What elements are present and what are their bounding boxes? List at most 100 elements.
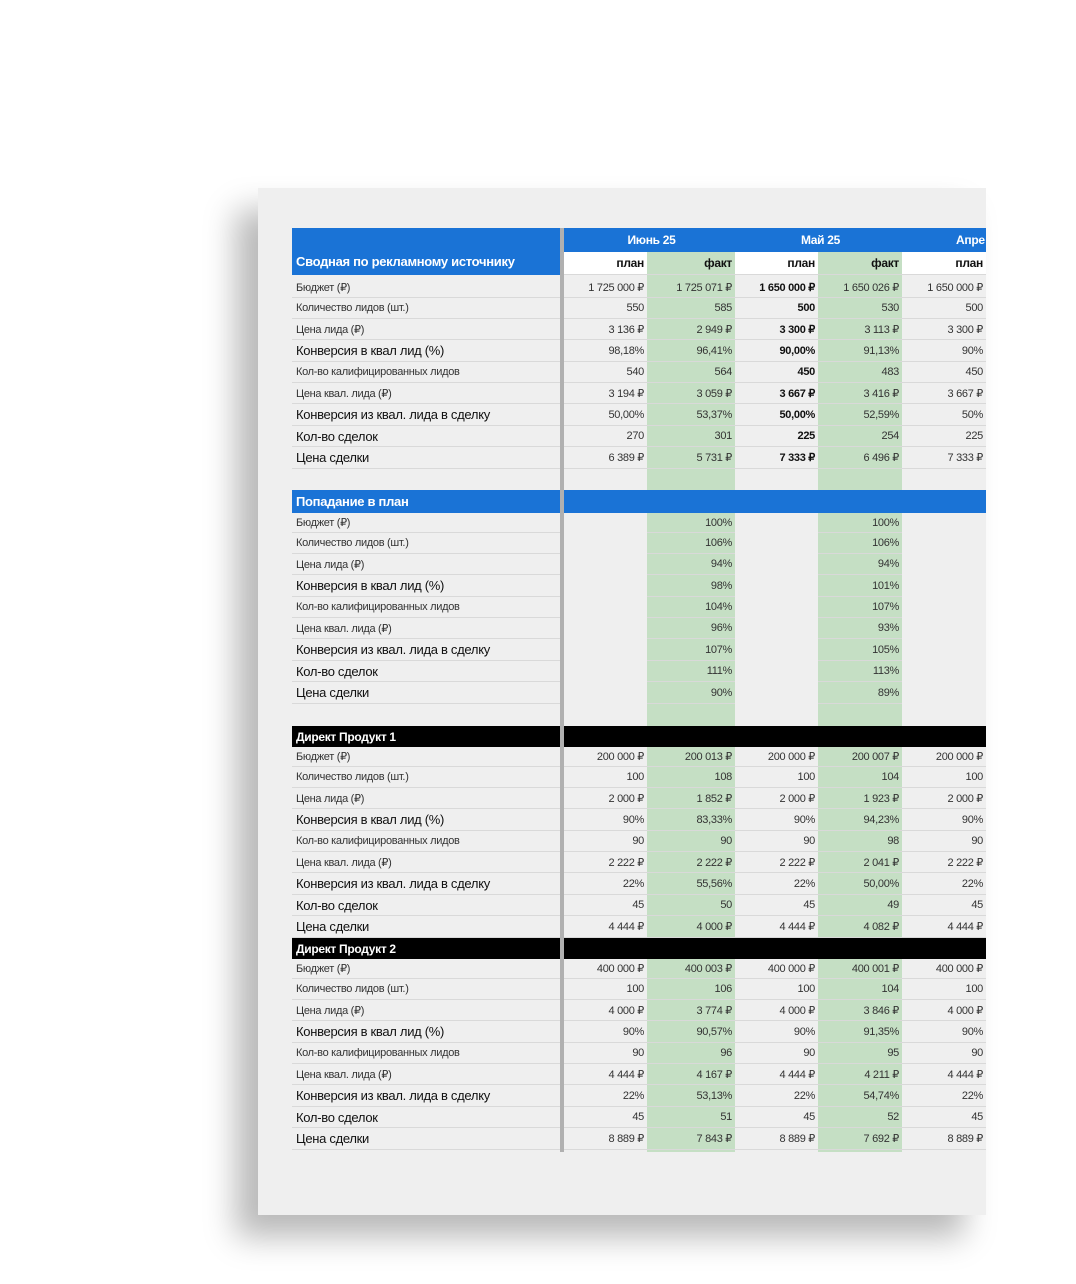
cell-value: 106% bbox=[818, 533, 902, 554]
cell-value: 4 444 ₽ bbox=[564, 1064, 647, 1085]
cell-value: 2 222 ₽ bbox=[902, 852, 986, 873]
cell-value: 585 bbox=[647, 298, 735, 319]
cell-value: 225 bbox=[902, 426, 986, 447]
cell-value: 101% bbox=[818, 575, 902, 597]
cell-value: 111% bbox=[647, 661, 735, 682]
row-label: Бюджет (₽) bbox=[292, 747, 560, 767]
cell-value: 104 bbox=[818, 767, 902, 788]
cell-value: 95 bbox=[818, 1043, 902, 1064]
cell-value: 90% bbox=[564, 809, 647, 831]
cell-value: 90 bbox=[647, 831, 735, 852]
cell-value: 106% bbox=[647, 533, 735, 554]
cell-value: 107% bbox=[818, 597, 902, 618]
cell-value: 4 000 ₽ bbox=[735, 1000, 818, 1021]
row-label: Конверсия из квал. лида в сделку bbox=[292, 404, 560, 426]
cell-value: 3 300 ₽ bbox=[902, 319, 986, 340]
fact-column-bg bbox=[818, 252, 902, 1152]
row-label: Конверсия из квал. лида в сделку bbox=[292, 639, 560, 661]
cell-value: 104 bbox=[818, 979, 902, 1000]
cell-value: 3 416 ₽ bbox=[818, 383, 902, 404]
cell-value: 53,37% bbox=[647, 404, 735, 426]
cell-value: 2 222 ₽ bbox=[647, 852, 735, 873]
cell-value: 4 444 ₽ bbox=[902, 916, 986, 938]
cell-value: 93% bbox=[818, 618, 902, 639]
cell-value: 2 000 ₽ bbox=[735, 788, 818, 809]
cell-value: 53,13% bbox=[647, 1085, 735, 1107]
cell-value: 3 846 ₽ bbox=[818, 1000, 902, 1021]
cell-value: 3 667 ₽ bbox=[902, 383, 986, 404]
row-label: Цена сделки bbox=[292, 1128, 560, 1150]
cell-value: 52,59% bbox=[818, 404, 902, 426]
cell-value: 7 333 ₽ bbox=[902, 447, 986, 469]
row-label: Количество лидов (шт.) bbox=[292, 979, 560, 1000]
row-label: Цена сделки bbox=[292, 447, 560, 469]
cell-value: 50,00% bbox=[818, 873, 902, 895]
row-label: Цена лида (₽) bbox=[292, 1000, 560, 1021]
spreadsheet-sheet: Сводная по рекламному источнику Июнь 25 Ма… bbox=[258, 188, 986, 1215]
subheader: план bbox=[564, 252, 647, 275]
cell-value: 254 bbox=[818, 426, 902, 447]
fact-column-bg bbox=[647, 252, 735, 1152]
cell-value: 96 bbox=[647, 1043, 735, 1064]
row-label: Количество лидов (шт.) bbox=[292, 533, 560, 554]
cell-value: 530 bbox=[818, 298, 902, 319]
cell-value: 90% bbox=[902, 1021, 986, 1043]
cell-value: 90 bbox=[735, 831, 818, 852]
cell-value: 90% bbox=[902, 340, 986, 362]
row-label: Конверсия из квал. лида в сделку bbox=[292, 1085, 560, 1107]
cell-value: 96% bbox=[647, 618, 735, 639]
cell-value: 3 194 ₽ bbox=[564, 383, 647, 404]
row-label: Конверсия в квал лид (%) bbox=[292, 575, 560, 597]
cell-value: 91,13% bbox=[818, 340, 902, 362]
month-header: Апре bbox=[902, 228, 986, 252]
cell-value: 91,35% bbox=[818, 1021, 902, 1043]
row-label: Кол-во сделок bbox=[292, 895, 560, 916]
cell-value: 2 000 ₽ bbox=[902, 788, 986, 809]
cell-value: 3 300 ₽ bbox=[735, 319, 818, 340]
cell-value: 98 bbox=[818, 831, 902, 852]
row-label: Цена сделки bbox=[292, 682, 560, 704]
cell-value: 2 222 ₽ bbox=[735, 852, 818, 873]
section-bar: Попадание в план bbox=[292, 490, 560, 513]
cell-value: 1 650 000 ₽ bbox=[735, 278, 818, 298]
row-label: Конверсия из квал. лида в сделку bbox=[292, 873, 560, 895]
cell-value: 90,00% bbox=[735, 340, 818, 362]
section-bar-fill bbox=[564, 726, 986, 747]
row-label: Бюджет (₽) bbox=[292, 278, 560, 298]
subheader: факт bbox=[818, 252, 902, 275]
row-label: Цена квал. лида (₽) bbox=[292, 1064, 560, 1085]
cell-value: 51 bbox=[647, 1107, 735, 1128]
cell-value: 4 444 ₽ bbox=[902, 1064, 986, 1085]
cell-value: 3 136 ₽ bbox=[564, 319, 647, 340]
cell-value: 8 889 ₽ bbox=[735, 1128, 818, 1150]
cell-value: 22% bbox=[564, 1085, 647, 1107]
cell-value: 200 000 ₽ bbox=[735, 747, 818, 767]
cell-value: 100 bbox=[564, 979, 647, 1000]
row-label: Цена лида (₽) bbox=[292, 788, 560, 809]
row-label: Бюджет (₽) bbox=[292, 959, 560, 979]
cell-value: 96,41% bbox=[647, 340, 735, 362]
cell-value: 4 444 ₽ bbox=[564, 916, 647, 938]
cell-value: 3 667 ₽ bbox=[735, 383, 818, 404]
cell-value: 90% bbox=[564, 1021, 647, 1043]
cell-value: 2 000 ₽ bbox=[564, 788, 647, 809]
cell-value: 105% bbox=[818, 639, 902, 661]
cell-value: 4 444 ₽ bbox=[735, 916, 818, 938]
cell-value: 100% bbox=[818, 513, 902, 533]
cell-value: 108 bbox=[647, 767, 735, 788]
cell-value: 90 bbox=[902, 831, 986, 852]
cell-value: 4 444 ₽ bbox=[735, 1064, 818, 1085]
cell-value: 50% bbox=[902, 404, 986, 426]
cell-value: 98% bbox=[647, 575, 735, 597]
row-label: Кол-во сделок bbox=[292, 426, 560, 447]
cell-value: 107% bbox=[647, 639, 735, 661]
month-header: Июнь 25 bbox=[564, 228, 735, 252]
cell-value: 90 bbox=[564, 1043, 647, 1064]
row-label: Конверсия в квал лид (%) bbox=[292, 1021, 560, 1043]
cell-value: 90,57% bbox=[647, 1021, 735, 1043]
cell-value: 8 889 ₽ bbox=[902, 1128, 986, 1150]
cell-value: 6 496 ₽ bbox=[818, 447, 902, 469]
cell-value: 90% bbox=[647, 682, 735, 704]
cell-value: 270 bbox=[564, 426, 647, 447]
